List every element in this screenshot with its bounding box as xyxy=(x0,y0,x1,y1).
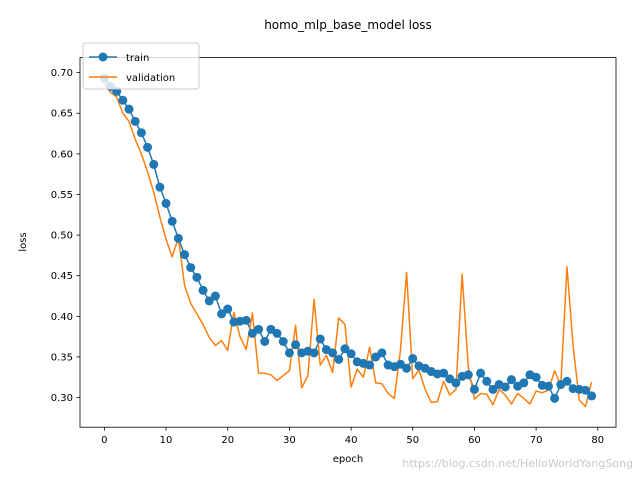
train-data-point xyxy=(210,291,220,301)
train-data-point xyxy=(580,385,590,395)
train-data-point xyxy=(463,370,473,380)
y-tick-label: 0.65 xyxy=(51,109,73,120)
x-tick-label: 20 xyxy=(221,435,234,446)
train-data-point xyxy=(143,142,153,152)
train-data-point xyxy=(223,304,233,314)
train-data-point xyxy=(562,376,572,386)
x-tick-label: 80 xyxy=(591,435,604,446)
train-data-point xyxy=(291,340,301,350)
train-data-point xyxy=(217,309,227,319)
axes-frame xyxy=(79,57,617,428)
train-data-point xyxy=(587,391,597,401)
train-data-point xyxy=(124,104,134,114)
y-tick-label: 0.50 xyxy=(51,231,73,242)
y-axis-label: loss xyxy=(18,232,29,251)
legend-train-label: train xyxy=(126,53,149,64)
chart-title: homo_mlp_base_model loss xyxy=(264,18,432,32)
train-data-point xyxy=(346,349,356,359)
train-data-point xyxy=(439,368,449,378)
train-data-point xyxy=(328,348,338,358)
watermark-text: https://blog.csdn.net/HelloWorldYangSong xyxy=(402,457,633,470)
y-tick-label: 0.35 xyxy=(51,352,73,363)
train-data-point xyxy=(161,198,171,208)
x-tick-label: 30 xyxy=(283,435,296,446)
train-data-point xyxy=(469,384,479,394)
x-tick-label: 70 xyxy=(530,435,543,446)
series-layer xyxy=(99,73,597,408)
train-data-point xyxy=(155,182,165,192)
train-data-point xyxy=(192,272,202,282)
y-tick-label: 0.70 xyxy=(51,68,73,79)
train-data-point xyxy=(377,348,387,358)
train-data-point xyxy=(543,381,553,391)
train-data-point xyxy=(149,159,159,169)
train-data-point xyxy=(278,337,288,346)
train-data-point xyxy=(198,285,208,295)
train-data-point xyxy=(136,128,146,138)
train-data-point xyxy=(241,315,251,325)
train-data-point xyxy=(550,393,560,403)
train-data-point xyxy=(488,384,498,394)
train-data-point xyxy=(130,116,140,126)
train-data-point xyxy=(451,378,461,388)
y-tick-label: 0.60 xyxy=(51,149,73,160)
y-axis-ticks: 0.30 0.35 0.40 0.45 0.50 0.55 0.60 0.65 0.70 xyxy=(51,68,80,404)
y-tick-label: 0.30 xyxy=(51,393,73,404)
train-data-point xyxy=(531,372,541,382)
legend: train validation xyxy=(82,42,200,90)
y-tick-label: 0.45 xyxy=(51,271,73,282)
train-data-point xyxy=(118,95,128,105)
train-data-point xyxy=(365,360,375,370)
train-data-point xyxy=(284,348,294,358)
train-data-point xyxy=(260,337,270,346)
train-data-point xyxy=(315,334,325,344)
x-axis-ticks: 0 10 20 30 40 50 60 70 80 xyxy=(101,427,604,446)
y-tick-label: 0.40 xyxy=(51,312,73,323)
train-data-point xyxy=(167,216,177,226)
train-data-point xyxy=(272,328,282,338)
train-data-point xyxy=(180,250,190,260)
legend-train-marker xyxy=(98,52,108,62)
train-data-point xyxy=(204,296,214,306)
train-data-point xyxy=(254,324,264,334)
x-axis-label: epoch xyxy=(333,454,363,465)
legend-validation-label: validation xyxy=(126,73,175,84)
train-data-point xyxy=(482,376,492,386)
train-data-point xyxy=(334,354,344,364)
x-tick-label: 60 xyxy=(468,435,481,446)
train-data-point xyxy=(408,354,418,364)
train-data-point xyxy=(309,348,319,358)
train-data-point xyxy=(173,233,183,243)
train-data-point xyxy=(340,344,350,354)
train-data-point xyxy=(506,375,516,385)
x-tick-label: 50 xyxy=(406,435,419,446)
train-data-point xyxy=(519,378,529,388)
x-tick-label: 40 xyxy=(345,435,358,446)
train-data-point xyxy=(186,263,196,273)
train-data-point xyxy=(402,363,412,373)
x-tick-label: 0 xyxy=(101,435,107,446)
train-data-point xyxy=(500,382,510,392)
train-data-point xyxy=(476,368,486,378)
x-tick-label: 10 xyxy=(160,435,173,446)
y-tick-label: 0.55 xyxy=(51,190,73,201)
